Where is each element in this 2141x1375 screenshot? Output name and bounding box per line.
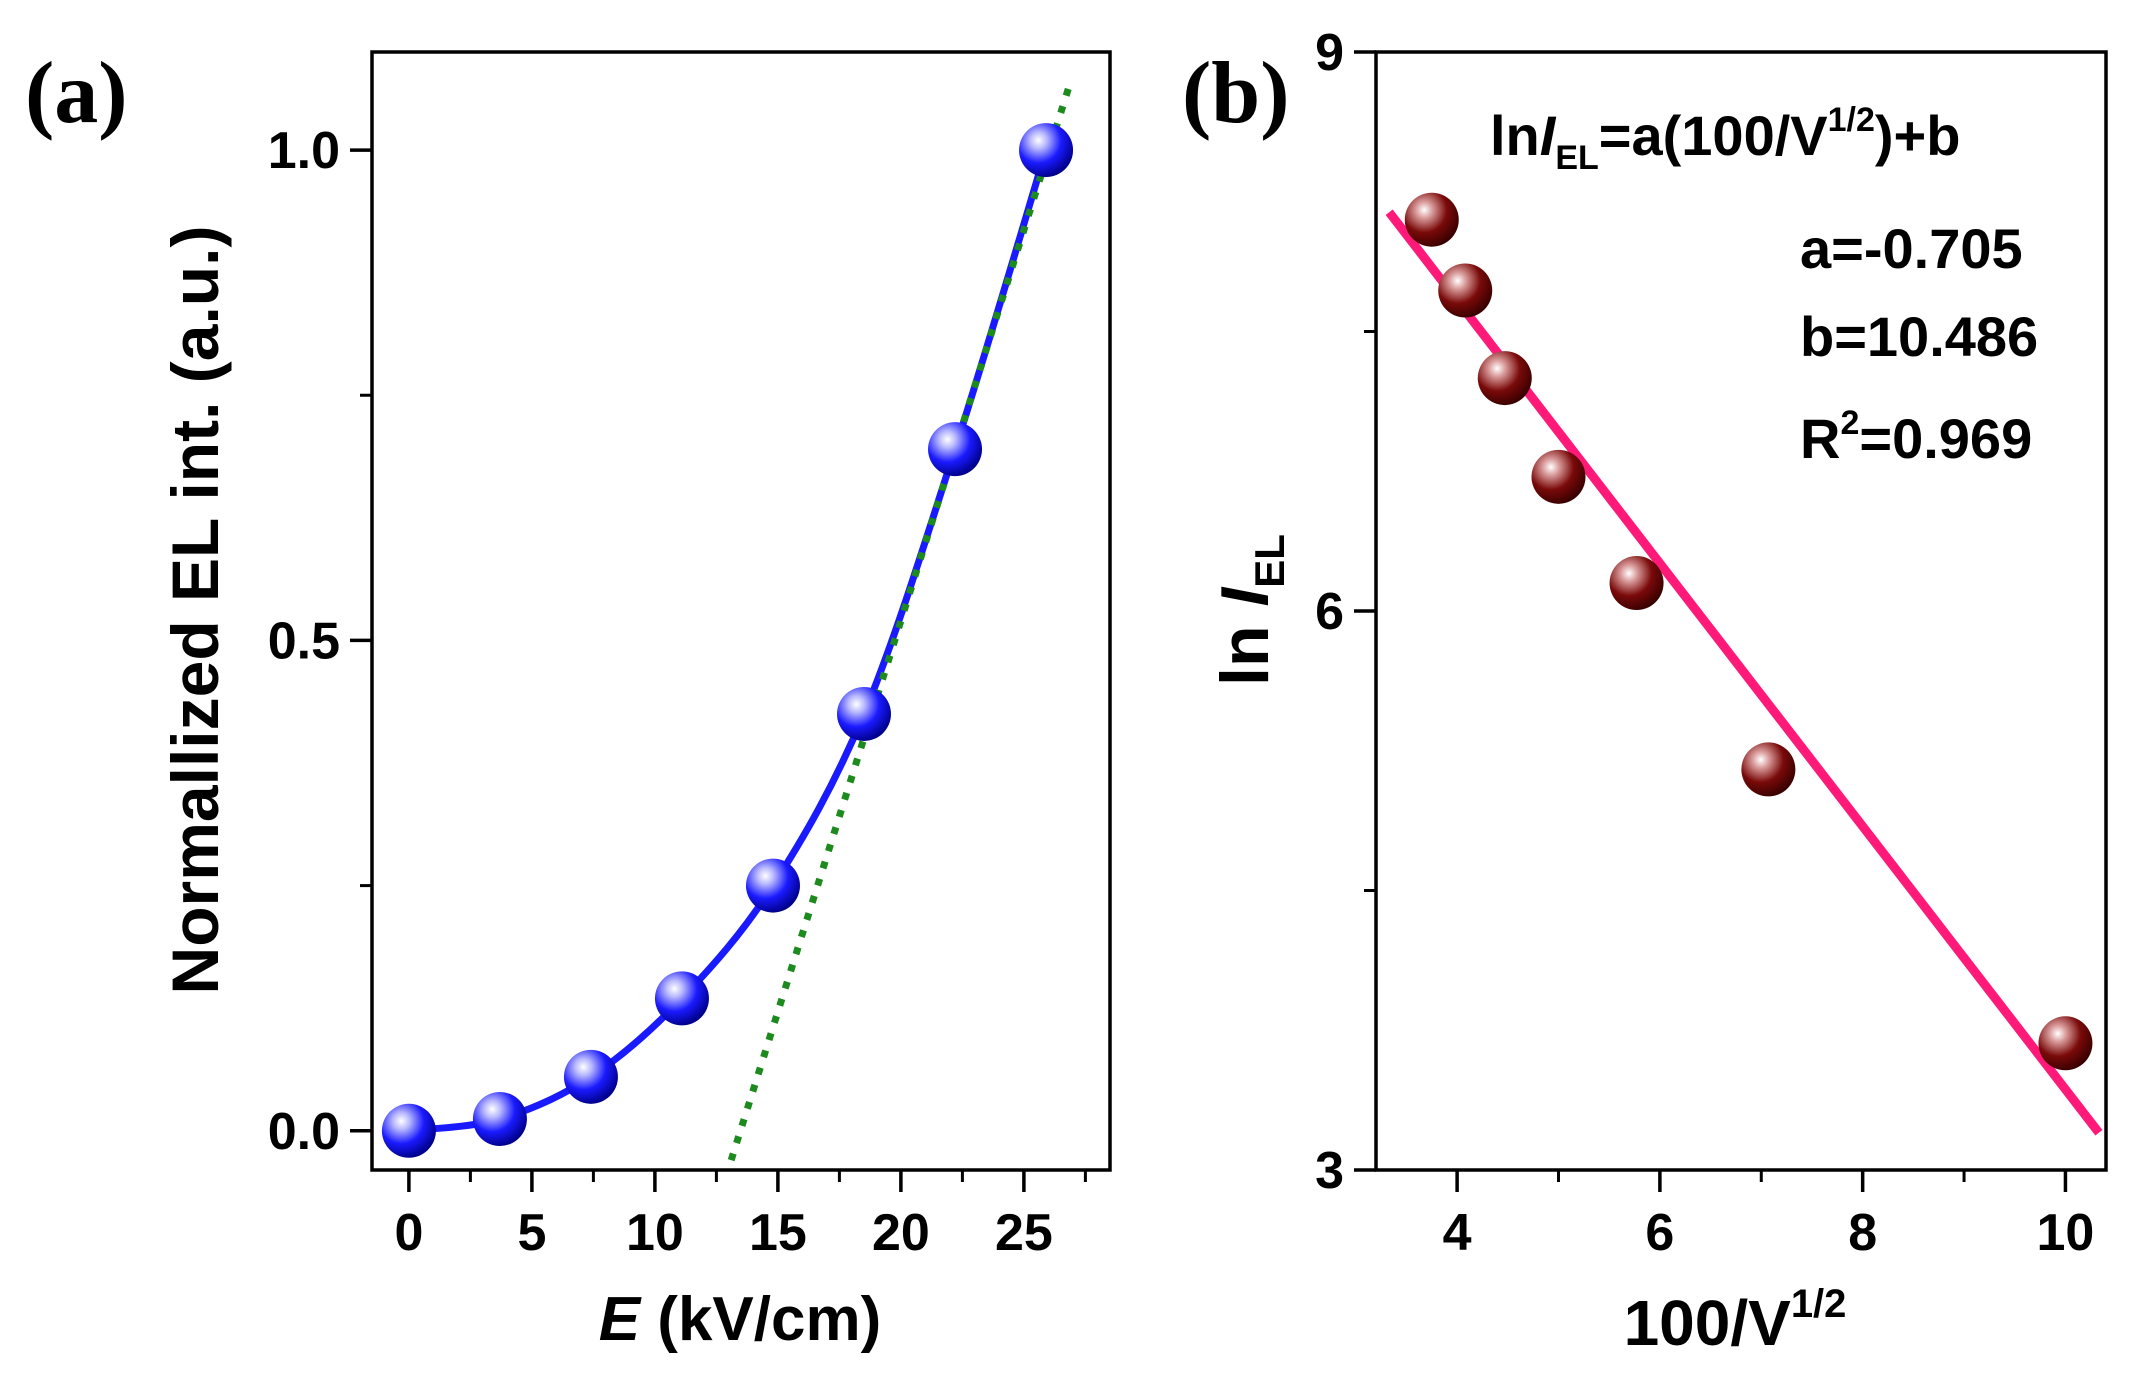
fit-r-squared-sup: 2 [1840, 404, 1859, 442]
x-axis-label-a: E (kV/cm) [599, 1285, 882, 1354]
data-point-b [1741, 742, 1796, 797]
x-axis-label-a-unit: (kV/cm) [640, 1285, 881, 1354]
panel-a-label: (a) [25, 45, 128, 142]
data-point-b [1438, 263, 1493, 318]
fit-param-a: a=-0.705 [1800, 217, 2023, 280]
a-x-tick-label: 5 [517, 1204, 546, 1262]
b-y-tick-label: 6 [1315, 583, 1344, 641]
fit-equation-suffix: )+b [1875, 104, 1961, 167]
y-axis-label-b: ln IEL [1207, 534, 1293, 686]
tick-labels-b: 4 6 8 10 3 6 9 [1315, 24, 2094, 1262]
b-x-tick-label: 4 [1443, 1204, 1472, 1262]
x-axis-label-b-sup: 1/2 [1791, 1282, 1847, 1326]
fit-equation-prefix: ln [1490, 104, 1540, 167]
b-x-tick-label: 8 [1848, 1204, 1877, 1262]
fit-line-a [727, 80, 1074, 1162]
axis-ticks-a [350, 148, 1087, 1192]
a-y-tick-label: 1.0 [268, 122, 340, 180]
data-point-a [928, 422, 983, 477]
data-points-a [381, 123, 1074, 1158]
a-x-tick-label: 15 [749, 1204, 807, 1262]
fit-dotted-line-a [727, 80, 1074, 1162]
data-point-a [381, 1103, 436, 1158]
data-point-b [1531, 449, 1586, 504]
plot-frame-a [370, 50, 1112, 1172]
data-point-b [1404, 192, 1459, 247]
fit-equation-mid: =a(100/V [1599, 104, 1828, 167]
fit-equation: lnIEL=a(100/V1/2)+b [1490, 101, 1960, 177]
b-x-tick-label: 6 [1645, 1204, 1674, 1262]
fit-equation-sub: EL [1555, 139, 1598, 177]
b-y-tick-label: 9 [1315, 24, 1344, 82]
a-x-tick-label: 0 [394, 1204, 423, 1262]
fit-r-squared-suffix: =0.969 [1859, 407, 2032, 470]
data-point-a [472, 1092, 527, 1147]
y-axis-label-b-main: ln [1207, 607, 1283, 686]
x-axis-label-b-main: 100/V [1624, 1287, 1792, 1359]
x-axis-label-b: 100/V1/2 [1624, 1282, 1847, 1359]
y-axis-label-a: Normallized EL int. (a.u.) [158, 226, 232, 995]
fit-equation-var: I [1540, 104, 1557, 167]
a-x-tick-label: 10 [626, 1204, 684, 1262]
series-line-a [405, 146, 1050, 1135]
data-point-a [837, 686, 891, 741]
fit-r-squared-prefix: R [1800, 407, 1840, 470]
a-y-tick-label: 0.5 [268, 612, 340, 670]
y-axis-label-b-var: I [1207, 586, 1283, 607]
y-axis-label-b-sub: EL [1246, 534, 1293, 588]
data-point-a [745, 858, 800, 913]
b-y-tick-label: 3 [1315, 1142, 1344, 1200]
x-axis-label-a-var: E [599, 1285, 642, 1354]
a-y-tick-label: 0.0 [268, 1103, 340, 1161]
fit-param-b: b=10.486 [1800, 305, 2038, 368]
panel-a: (a) 0 5 10 15 20 25 0.0 0.5 1.0 Normallized EL i… [25, 45, 1112, 1354]
a-x-tick-label: 20 [872, 1204, 930, 1262]
fit-r-squared: R2=0.969 [1800, 404, 2032, 470]
a-x-tick-label: 25 [995, 1204, 1053, 1262]
series-curve-a [405, 146, 1050, 1135]
tick-labels-a: 0 5 10 15 20 25 0.0 0.5 1.0 [268, 122, 1053, 1262]
data-point-b [2038, 1016, 2093, 1071]
data-point-a [654, 971, 709, 1026]
data-point-b [1477, 351, 1532, 406]
axis-ticks-b [1354, 50, 2068, 1192]
b-x-tick-label: 10 [2037, 1204, 2095, 1262]
data-point-b [1609, 556, 1664, 611]
fit-equation-sup: 1/2 [1828, 101, 1875, 139]
data-point-a [1019, 123, 1074, 178]
data-points-b [1404, 192, 2093, 1071]
panel-b-label: (b) [1182, 45, 1290, 142]
data-point-a [563, 1049, 618, 1104]
